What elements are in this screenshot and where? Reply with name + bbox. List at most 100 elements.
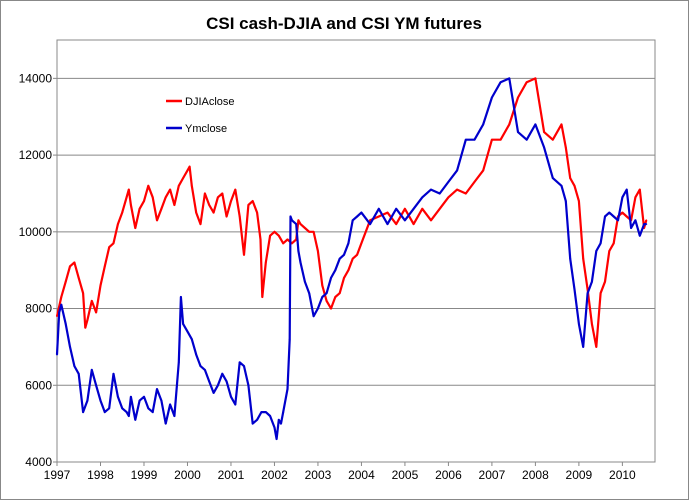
data-point-djiaclose-4 [73, 261, 76, 264]
data-point-djiaclose-55 [273, 230, 276, 233]
data-point-ymclose-3 [64, 323, 67, 325]
data-point-ymclose-17 [125, 411, 128, 413]
data-point-djiaclose-33 [186, 169, 189, 172]
data-point-ymclose-97 [517, 131, 519, 134]
data-point-ymclose-51 [260, 411, 263, 413]
data-point-ymclose-86 [421, 196, 424, 199]
data-point-ymclose-84 [404, 219, 406, 222]
data-point-djiaclose-3 [69, 265, 71, 268]
data-point-djiaclose-96 [534, 77, 537, 80]
data-point-ymclose-1 [58, 311, 61, 314]
data-point-ymclose-88 [438, 192, 441, 195]
data-point-djiaclose-38 [204, 192, 206, 195]
data-point-ymclose-77 [351, 219, 354, 222]
data-point-djiaclose-13 [108, 246, 111, 249]
data-point-djiaclose-29 [169, 188, 172, 191]
data-point-djiaclose-95 [525, 81, 528, 84]
data-point-djiaclose-66 [317, 250, 319, 252]
data-point-ymclose-117 [625, 188, 628, 191]
data-point-djiaclose-22 [138, 207, 141, 210]
data-point-ymclose-60 [288, 338, 291, 341]
data-point-djiaclose-24 [147, 184, 150, 187]
data-point-djiaclose-47 [243, 253, 245, 256]
data-point-djiaclose-69 [330, 307, 332, 310]
data-point-djiaclose-108 [599, 292, 602, 295]
data-point-djiaclose-5 [77, 277, 80, 279]
data-point-ymclose-62 [291, 219, 293, 222]
data-point-djiaclose-75 [356, 253, 358, 256]
data-point-ymclose-63 [295, 223, 298, 226]
legend-label-djiaclose: DJIAclose [185, 96, 235, 108]
data-point-ymclose-52 [264, 411, 267, 413]
x-tick-label-2000: 2000 [174, 468, 201, 482]
data-point-ymclose-55 [275, 438, 278, 440]
data-point-ymclose-37 [199, 365, 202, 367]
data-point-ymclose-59 [286, 388, 289, 390]
data-point-djiaclose-1 [60, 296, 63, 298]
data-point-ymclose-11 [99, 399, 102, 402]
data-point-ymclose-72 [330, 277, 332, 279]
data-point-djiaclose-41 [217, 196, 219, 199]
legend-label-ymclose: Ymclose [185, 123, 227, 135]
data-point-djiaclose-18 [127, 188, 130, 191]
series-line-djiaclose [55, 77, 648, 348]
x-tick-label-2004: 2004 [348, 468, 375, 482]
data-point-djiaclose-74 [351, 257, 354, 260]
data-point-djiaclose-91 [491, 138, 493, 141]
data-point-ymclose-16 [121, 407, 124, 410]
data-point-djiaclose-58 [286, 238, 289, 241]
data-point-ymclose-53 [269, 415, 271, 417]
x-tick-label-1998: 1998 [87, 468, 114, 482]
data-point-ymclose-115 [617, 219, 619, 222]
data-point-djiaclose-61 [297, 219, 300, 222]
data-point-ymclose-65 [299, 261, 302, 264]
data-point-djiaclose-88 [464, 192, 467, 195]
data-point-djiaclose-50 [256, 211, 258, 214]
data-point-ymclose-48 [247, 384, 250, 387]
x-tick-label-2008: 2008 [522, 468, 549, 482]
data-point-ymclose-19 [130, 395, 132, 398]
data-point-djiaclose-86 [447, 196, 450, 199]
data-point-djiaclose-10 [95, 311, 97, 314]
data-point-ymclose-109 [591, 280, 593, 283]
data-point-djiaclose-44 [230, 200, 232, 203]
data-point-ymclose-25 [151, 411, 154, 413]
data-point-ymclose-74 [338, 257, 341, 260]
data-point-ymclose-82 [386, 223, 389, 226]
data-point-djiaclose-72 [343, 277, 345, 279]
data-point-djiaclose-65 [312, 230, 315, 233]
data-point-ymclose-50 [256, 418, 258, 421]
data-point-djiaclose-31 [177, 184, 180, 187]
data-point-djiaclose-71 [338, 292, 341, 295]
data-point-ymclose-21 [134, 418, 137, 421]
data-point-ymclose-4 [69, 346, 71, 348]
data-point-ymclose-49 [251, 422, 254, 425]
data-point-djiaclose-77 [369, 219, 371, 222]
data-point-ymclose-103 [564, 200, 567, 203]
data-point-ymclose-66 [304, 280, 306, 283]
data-point-djiaclose-45 [234, 188, 237, 191]
series-ymclose [55, 77, 648, 441]
data-point-ymclose-99 [534, 123, 537, 126]
data-point-ymclose-20 [132, 407, 135, 410]
data-point-djiaclose-107 [595, 346, 598, 348]
data-point-ymclose-71 [325, 292, 328, 295]
data-point-ymclose-13 [108, 407, 111, 410]
data-point-ymclose-105 [573, 288, 576, 291]
data-point-djiaclose-102 [573, 184, 576, 187]
data-point-ymclose-120 [638, 234, 641, 237]
data-point-ymclose-91 [464, 138, 467, 141]
data-point-ymclose-104 [569, 257, 572, 260]
data-point-ymclose-106 [578, 323, 580, 325]
x-tick-label-1999: 1999 [131, 468, 158, 482]
data-point-djiaclose-52 [261, 296, 264, 298]
data-point-ymclose-70 [321, 296, 324, 298]
data-point-ymclose-80 [369, 223, 371, 226]
data-point-ymclose-22 [138, 399, 141, 402]
y-tick-label-10000: 10000 [19, 225, 53, 239]
data-point-djiaclose-114 [625, 215, 628, 218]
data-point-djiaclose-36 [195, 211, 198, 214]
y-tick-label-12000: 12000 [19, 148, 53, 162]
data-point-ymclose-42 [221, 372, 224, 375]
data-point-djiaclose-37 [199, 223, 202, 226]
